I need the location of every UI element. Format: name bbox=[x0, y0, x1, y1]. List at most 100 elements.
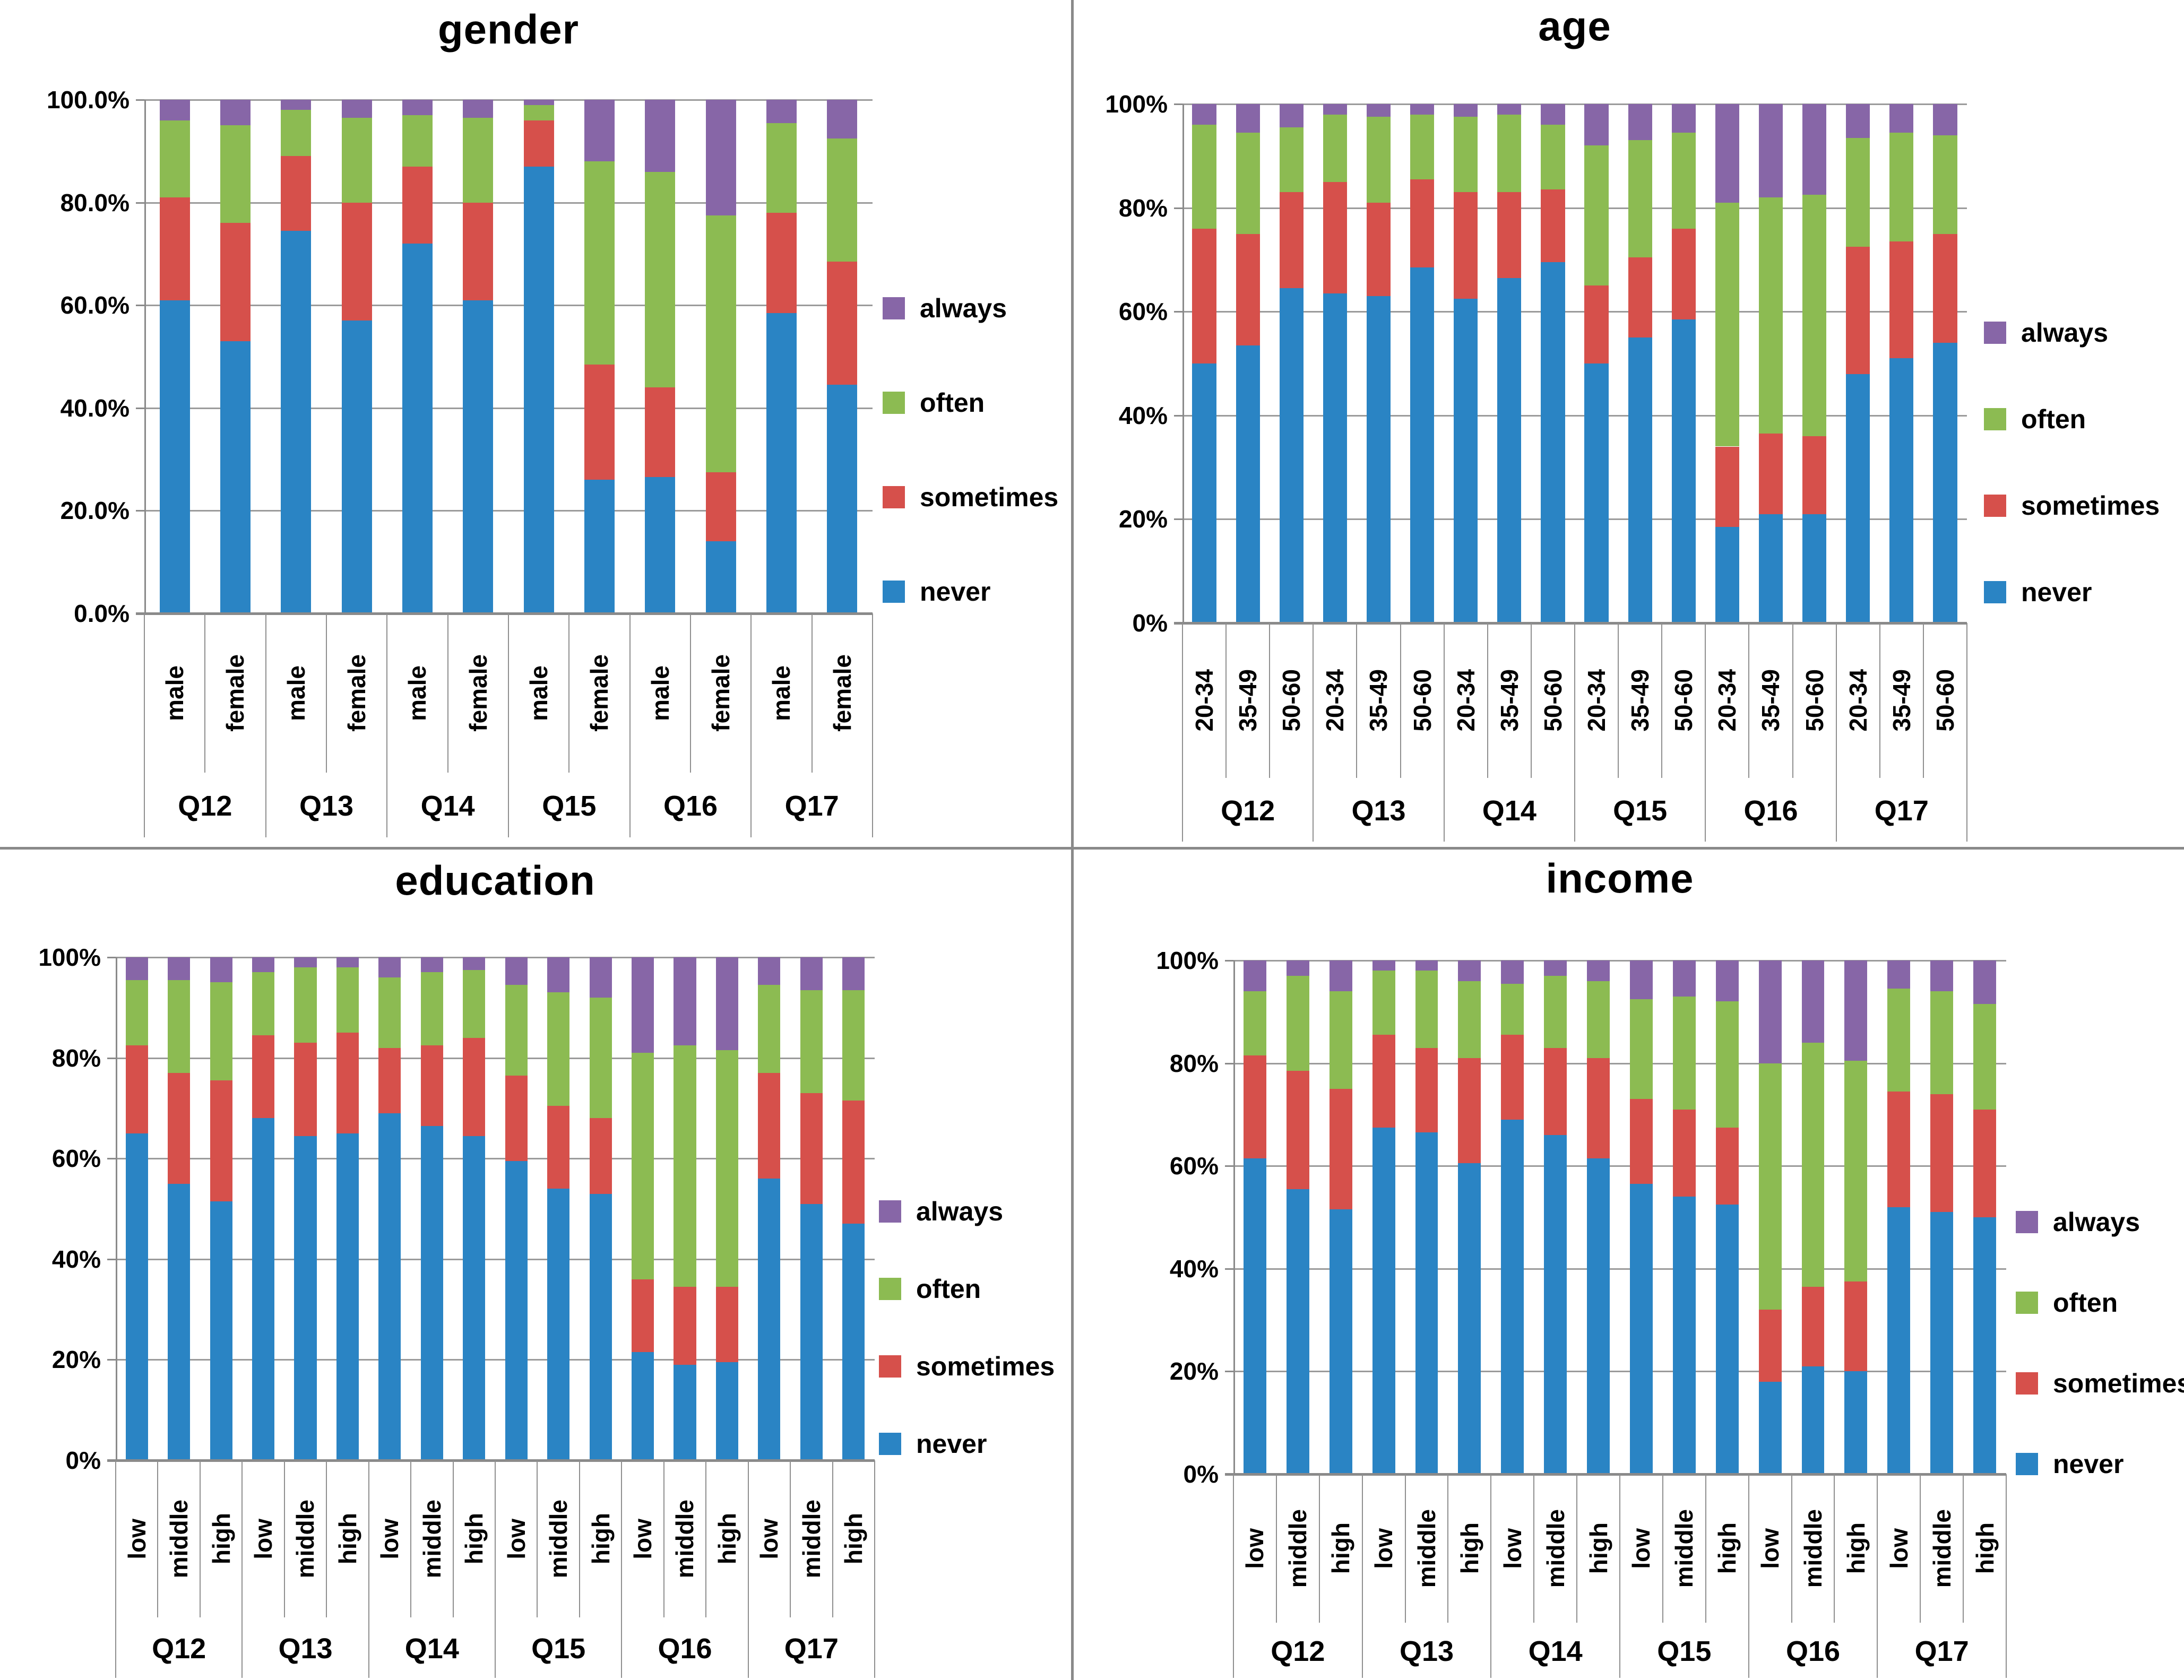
bar-segment-often bbox=[1587, 981, 1610, 1058]
bar-segment-always bbox=[1329, 960, 1352, 992]
legend-label: often bbox=[2053, 1288, 2118, 1318]
cell-separator bbox=[705, 1460, 707, 1617]
bar-segment-often bbox=[842, 990, 865, 1101]
legend-label: sometimes bbox=[2053, 1369, 2184, 1398]
gridline-20 bbox=[1182, 518, 1967, 521]
cell-separator bbox=[579, 1460, 580, 1617]
x-category-label: male bbox=[767, 665, 796, 721]
x-category-label-cell: middle bbox=[1920, 1474, 1963, 1623]
x-category-label-cell: high bbox=[1577, 1474, 1620, 1623]
stacked-bar bbox=[632, 957, 654, 1460]
cell-separator bbox=[410, 1460, 412, 1617]
bar-segment-always bbox=[1415, 960, 1438, 971]
often-swatch-icon bbox=[2016, 1292, 2038, 1314]
x-category-label: 35-49 bbox=[1495, 669, 1523, 732]
bar-segment-never bbox=[159, 300, 190, 613]
bar-segment-always bbox=[1887, 960, 1911, 989]
x-category-label: low bbox=[1241, 1528, 1269, 1569]
x-category-label-cell: high bbox=[833, 1460, 875, 1617]
y-tick-label: 100% bbox=[38, 943, 101, 971]
vertical-panel-divider bbox=[1071, 0, 1074, 1680]
x-category-label-cell: female bbox=[812, 613, 873, 773]
x-category-label: 50-60 bbox=[1670, 669, 1698, 732]
y-tick-100 bbox=[1225, 960, 1233, 962]
x-group-label: Q14 bbox=[420, 790, 475, 822]
bar-segment-sometimes bbox=[341, 202, 372, 321]
x-category-label: male bbox=[282, 665, 310, 721]
bar-segment-sometimes bbox=[1410, 179, 1435, 268]
bar-segment-never bbox=[1323, 293, 1347, 623]
x-category-label-cell: low bbox=[1362, 1474, 1405, 1623]
bar-segment-never bbox=[341, 321, 372, 613]
sometimes-swatch-icon bbox=[883, 486, 905, 508]
bar-segment-never bbox=[281, 230, 312, 613]
bar-segment-always bbox=[1236, 104, 1260, 133]
group-separator bbox=[1705, 623, 1706, 842]
group-separator bbox=[1313, 623, 1314, 842]
y-tick-label: 60.0% bbox=[60, 291, 130, 319]
x-category-label: low bbox=[123, 1518, 151, 1560]
x-category-label: female bbox=[707, 654, 735, 732]
group-separator bbox=[144, 613, 145, 837]
group-separator bbox=[386, 613, 388, 837]
cell-separator bbox=[1920, 1474, 1921, 1623]
bar-segment-never bbox=[1889, 358, 1914, 623]
bar-segment-sometimes bbox=[523, 120, 554, 167]
gridline-40 bbox=[1233, 1268, 2006, 1270]
bar-segment-always bbox=[463, 100, 494, 118]
gridline-80 bbox=[1182, 207, 1967, 209]
x-category-label: high bbox=[713, 1513, 741, 1565]
bar-segment-sometimes bbox=[1329, 1089, 1352, 1210]
bar-segment-often bbox=[1286, 976, 1309, 1071]
often-swatch-icon bbox=[1984, 408, 2006, 430]
group-separator bbox=[495, 1460, 496, 1678]
bar-segment-often bbox=[1279, 127, 1304, 193]
never-swatch-icon bbox=[883, 581, 905, 603]
bar-segment-often bbox=[1329, 991, 1352, 1089]
bar-segment-never bbox=[766, 313, 797, 613]
gridline-40 bbox=[144, 407, 873, 409]
gridline-40 bbox=[116, 1258, 875, 1260]
bar-segment-often bbox=[1584, 145, 1609, 286]
x-category-label-cell: male bbox=[751, 613, 812, 773]
bar-segment-often bbox=[505, 985, 528, 1076]
cell-separator bbox=[1447, 1474, 1449, 1623]
x-category-label-cell: low bbox=[621, 1460, 663, 1617]
bar-segment-often bbox=[1973, 1004, 1996, 1110]
always-swatch-icon bbox=[879, 1200, 901, 1223]
gridline-80 bbox=[144, 202, 873, 204]
cell-separator bbox=[1834, 1474, 1835, 1623]
stacked-bar bbox=[584, 100, 615, 613]
bar-segment-often bbox=[1415, 971, 1438, 1048]
cell-separator bbox=[1533, 1474, 1535, 1623]
legend-label: often bbox=[916, 1274, 981, 1304]
group-separator bbox=[368, 1460, 369, 1678]
sometimes-swatch-icon bbox=[1984, 495, 2006, 517]
legend-item-sometimes: sometimes bbox=[1984, 490, 2160, 521]
stacked-bar bbox=[159, 100, 190, 613]
x-category-label-cell: female bbox=[448, 613, 508, 773]
bar-segment-always bbox=[378, 957, 401, 977]
bar-segment-never bbox=[1715, 527, 1739, 623]
age-plot-area bbox=[1182, 103, 1967, 623]
education-chart-panel: education always often sometimes never 0% 20… bbox=[0, 848, 1071, 1680]
bar-segment-sometimes bbox=[715, 1286, 738, 1363]
bar-segment-often bbox=[1372, 971, 1395, 1035]
legend-item-never: never bbox=[883, 576, 990, 607]
bar-segment-always bbox=[827, 100, 858, 138]
stacked-bar bbox=[674, 957, 696, 1460]
cell-separator bbox=[1791, 1474, 1792, 1623]
bar-segment-always bbox=[1930, 960, 1954, 992]
y-tick-100 bbox=[107, 957, 116, 958]
bar-segment-always bbox=[705, 100, 736, 215]
x-category-label: middle bbox=[1284, 1509, 1312, 1588]
bar-segment-often bbox=[1758, 1063, 1782, 1310]
bar-segment-never bbox=[1973, 1217, 1996, 1474]
stacked-bar bbox=[1329, 960, 1352, 1474]
x-category-label: high bbox=[1971, 1522, 1999, 1574]
bar-segment-always bbox=[210, 957, 232, 983]
bar-segment-always bbox=[1933, 104, 1957, 135]
x-category-label-cell: low bbox=[1233, 1474, 1276, 1623]
stacked-bar bbox=[1802, 104, 1827, 623]
bar-segment-sometimes bbox=[1497, 192, 1522, 278]
